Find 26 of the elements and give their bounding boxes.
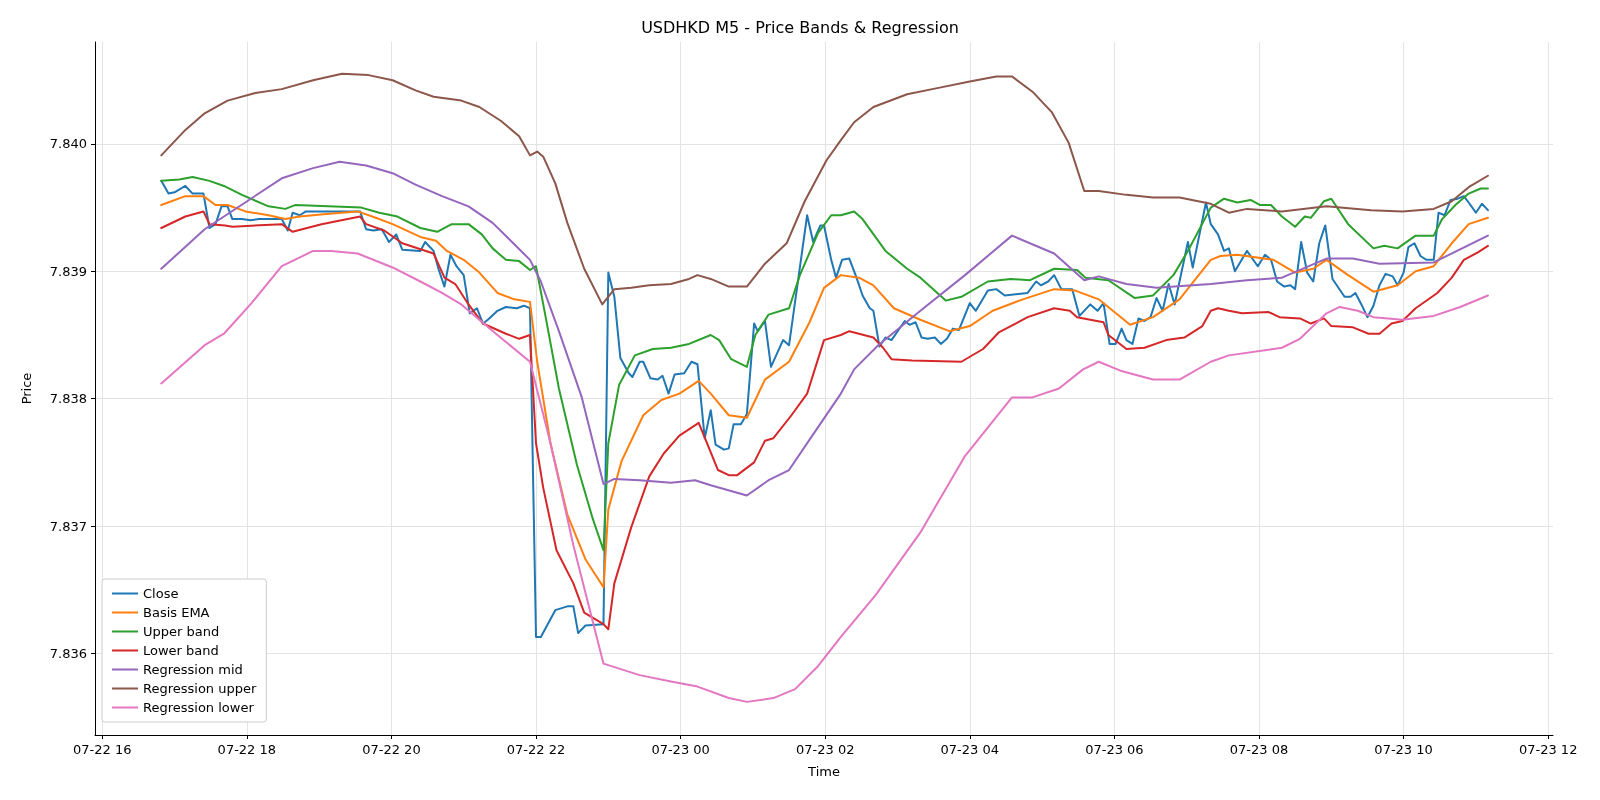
legend-label: Regression lower <box>143 700 255 715</box>
legend-label: Regression mid <box>143 662 243 677</box>
x-tick-label: 07-23 10 <box>1374 742 1433 757</box>
legend-label: Regression upper <box>143 681 257 696</box>
x-tick-label: 07-22 18 <box>217 742 277 757</box>
x-tick-label: 07-23 08 <box>1229 742 1289 757</box>
y-tick-label: 7.840 <box>49 136 87 152</box>
x-tick-label: 07-23 04 <box>940 742 1000 757</box>
x-tick-label: 07-23 06 <box>1085 742 1144 757</box>
x-tick-label: 07-22 22 <box>506 742 566 757</box>
y-tick-label: 7.836 <box>49 645 87 661</box>
x-tick-label: 07-23 00 <box>651 742 710 757</box>
y-tick-label: 7.838 <box>49 391 87 407</box>
x-tick-label: 07-23 12 <box>1518 742 1578 757</box>
x-tick-label: 07-22 20 <box>362 742 421 757</box>
legend-label: Basis EMA <box>143 605 210 620</box>
y-tick-label: 7.839 <box>49 263 87 279</box>
chart-title: USDHKD M5 - Price Bands & Regression <box>641 17 959 37</box>
y-axis-title: Price <box>19 372 34 405</box>
legend-label: Lower band <box>143 643 219 658</box>
legend-label: Upper band <box>143 624 220 639</box>
x-axis-title: Time <box>807 764 840 779</box>
y-tick-label: 7.837 <box>49 518 87 534</box>
legend-label: Close <box>143 586 179 601</box>
x-tick-label: 07-22 16 <box>73 742 132 757</box>
x-tick-label: 07-23 02 <box>795 742 855 757</box>
